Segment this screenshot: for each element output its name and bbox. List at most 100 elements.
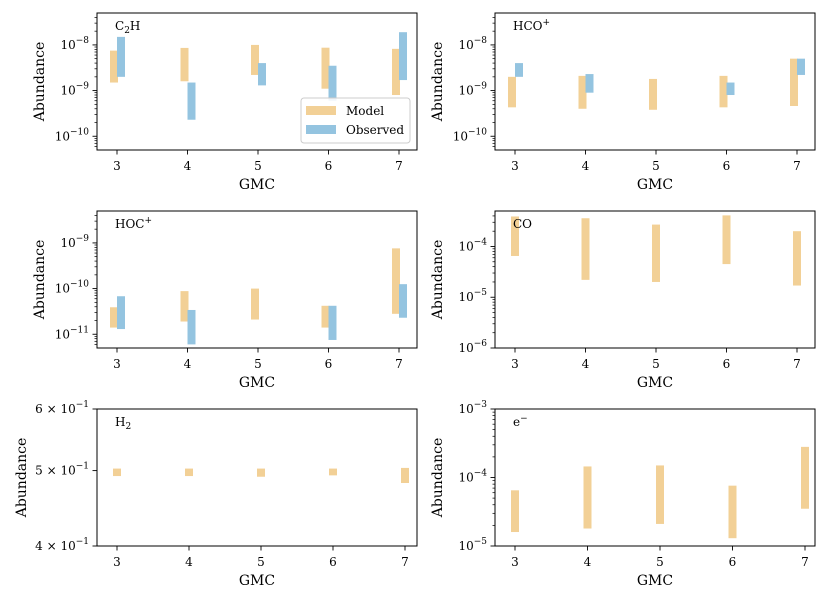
x-tick-label: 5 [254,357,262,371]
x-tick-label: 6 [723,357,731,371]
observed-bar [399,32,407,81]
observed-bar [187,82,196,120]
x-tick-label: 4 [582,357,590,371]
x-tick-label: 4 [582,159,590,173]
x-axis-label: GMC [239,177,275,193]
x-tick-label: 6 [729,555,737,569]
x-tick-label: 7 [395,357,403,371]
observed-bar [515,63,523,77]
model-bar [321,47,330,89]
x-tick-label: 4 [185,555,193,569]
species-label: HOC+ [115,216,152,231]
model-bar [251,288,259,320]
x-tick-label: 5 [656,555,664,569]
y-axis-label: Abundance [32,42,48,123]
legend: Model Observed [300,97,411,144]
y-tick-label: 10−8 [458,36,487,52]
y-tick-label: 10−10 [55,127,90,143]
model-bar [180,291,189,322]
legend-label-model: Model [346,104,384,118]
species-label: H2 [115,415,131,432]
x-axis-label: GMC [239,375,275,391]
x-tick-label: 7 [401,555,409,569]
panel-1: 10−8 10−9 10−10 3 4 5 6 7 C2H GMC Abundance Model Ob… [32,12,418,193]
observed-bar [399,284,407,318]
model-bar [656,465,664,524]
x-tick-label: 4 [584,555,592,569]
model-bar [401,467,409,483]
observed-bar [187,309,196,345]
y-tick-label: 10−5 [458,537,487,553]
plot-frame [494,408,816,547]
observed-bar [328,65,337,101]
panel-2: 10−8 10−9 10−10 3 4 5 6 7 HCO+ GMC Abundance [430,12,816,193]
x-tick-label: 3 [113,555,121,569]
model-bar [185,468,193,477]
model-bar [511,490,519,533]
y-tick-label: 5 × 10−1 [35,462,89,478]
model-bar [728,485,737,539]
x-tick-label: 6 [325,159,333,173]
y-tick-label: 10−4 [458,237,487,253]
x-tick-label: 7 [801,555,809,569]
model-bar [649,78,657,110]
x-tick-label: 5 [652,159,660,173]
model-bar [113,468,121,477]
model-bar [581,218,590,280]
x-tick-label: 5 [652,357,660,371]
plot-frame [494,210,816,349]
y-tick-label: 4 × 10−1 [35,537,89,553]
x-tick-label: 5 [254,159,262,173]
model-bar [722,215,731,265]
y-tick-label: 10−9 [60,82,89,98]
x-tick-label: 3 [511,357,519,371]
y-tick-label: 10−6 [458,339,487,355]
observed-bar [258,63,266,86]
panel-3: 10−9 10−10 10−11 3 4 5 6 7 HOC+ GMC Abundance [32,210,418,391]
x-axis-label: GMC [637,177,673,193]
y-tick-label: 10−11 [55,325,89,341]
y-tick-label: 10−4 [458,469,487,485]
plot-frame [96,210,418,349]
panel-5: 6 × 10−1 5 × 10−1 4 × 10−1 3 4 5 6 7 H2 GMC Abunda… [14,400,418,589]
model-bar [110,50,118,83]
x-tick-label: 6 [723,159,731,173]
model-bar [511,216,519,256]
species-label: CO [513,217,532,231]
x-tick-label: 3 [511,159,519,173]
species-label: HCO+ [513,18,550,33]
observed-bar [726,82,735,96]
observed-bar [117,36,125,77]
plot-frame [96,12,418,151]
x-tick-label: 6 [325,357,333,371]
x-tick-label: 6 [329,555,337,569]
x-tick-label: 3 [511,555,519,569]
x-tick-label: 7 [395,159,403,173]
x-tick-label: 4 [184,159,192,173]
model-bar [257,468,265,477]
y-tick-label: 10−9 [458,82,487,98]
y-tick-label: 10−10 [453,127,488,143]
observed-bar [117,296,125,330]
model-bar [329,468,337,476]
model-bar [110,307,118,328]
model-bar [180,47,189,82]
panel-4: 10−4 10−5 10−6 3 4 5 6 7 CO GMC Abundance [430,210,816,391]
panel-6: 10−3 10−4 10−5 3 4 5 6 7 e− GMC Abundance [430,400,816,589]
species-label: e− [513,414,528,429]
model-bar [652,224,660,282]
observed-bar [585,74,594,93]
model-bar [578,75,587,109]
y-axis-label: Abundance [32,240,48,321]
y-axis-label: Abundance [14,438,30,519]
x-tick-label: 3 [113,357,121,371]
model-bar [583,466,592,529]
legend-swatch-observed [306,125,336,134]
observed-bar [328,305,337,340]
model-bar [392,48,400,96]
y-tick-label: 10−8 [60,36,89,52]
legend-swatch-model [306,106,336,115]
x-tick-label: 7 [793,357,801,371]
x-tick-label: 4 [184,357,192,371]
